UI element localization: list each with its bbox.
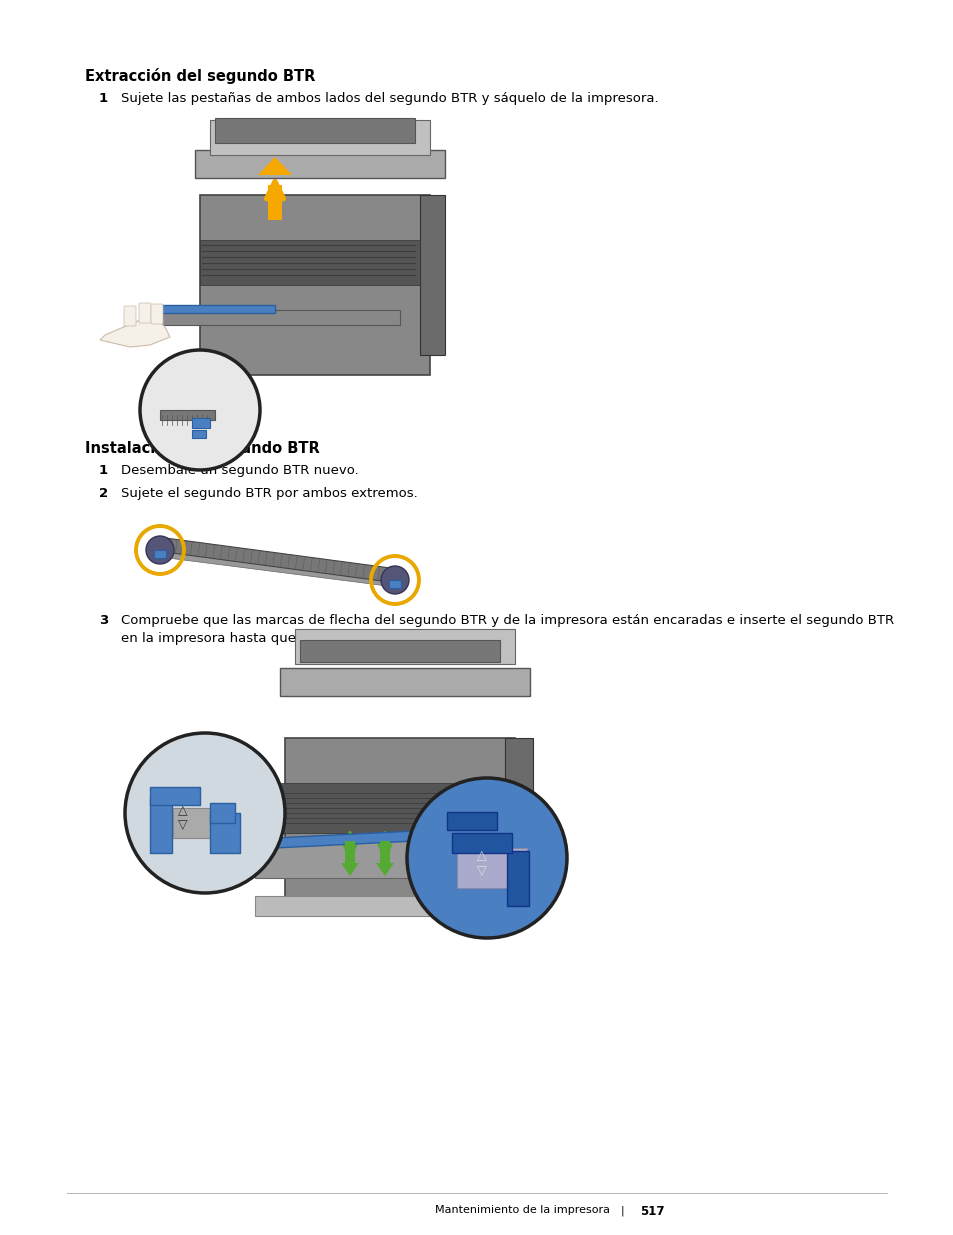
- Text: Instalación del segundo BTR: Instalación del segundo BTR: [85, 440, 319, 456]
- FancyBboxPatch shape: [210, 803, 234, 823]
- Circle shape: [125, 734, 285, 893]
- FancyBboxPatch shape: [294, 629, 515, 664]
- FancyBboxPatch shape: [150, 310, 399, 325]
- FancyBboxPatch shape: [150, 798, 172, 853]
- Text: 517: 517: [639, 1205, 664, 1218]
- Circle shape: [140, 350, 260, 471]
- FancyBboxPatch shape: [172, 808, 233, 839]
- Text: 2: 2: [99, 487, 108, 500]
- FancyBboxPatch shape: [452, 832, 512, 853]
- FancyBboxPatch shape: [280, 668, 530, 697]
- FancyBboxPatch shape: [389, 580, 400, 588]
- FancyBboxPatch shape: [192, 430, 206, 438]
- FancyBboxPatch shape: [124, 306, 136, 326]
- FancyBboxPatch shape: [254, 897, 504, 916]
- FancyBboxPatch shape: [504, 739, 533, 888]
- Text: 3: 3: [99, 614, 108, 627]
- Polygon shape: [257, 157, 292, 175]
- FancyBboxPatch shape: [151, 304, 163, 324]
- Polygon shape: [340, 863, 358, 876]
- Polygon shape: [274, 827, 475, 848]
- FancyBboxPatch shape: [268, 185, 282, 220]
- FancyBboxPatch shape: [154, 305, 274, 312]
- Text: Desembale un segundo BTR nuevo.: Desembale un segundo BTR nuevo.: [121, 464, 358, 477]
- FancyBboxPatch shape: [419, 195, 444, 354]
- FancyBboxPatch shape: [139, 303, 151, 324]
- Circle shape: [407, 778, 566, 939]
- FancyBboxPatch shape: [194, 149, 444, 178]
- Text: |: |: [619, 1205, 623, 1215]
- Text: Sujete las pestañas de ambos lados del segundo BTR y sáquelo de la impresora.: Sujete las pestañas de ambos lados del s…: [121, 91, 658, 105]
- Text: △: △: [476, 850, 486, 862]
- FancyBboxPatch shape: [200, 195, 430, 375]
- Polygon shape: [100, 320, 170, 347]
- FancyBboxPatch shape: [456, 848, 526, 888]
- Polygon shape: [375, 863, 394, 876]
- Text: Extracción del segundo BTR: Extracción del segundo BTR: [85, 68, 315, 84]
- Polygon shape: [164, 538, 391, 582]
- FancyBboxPatch shape: [210, 120, 430, 156]
- FancyBboxPatch shape: [160, 410, 214, 420]
- Text: ▽: ▽: [178, 819, 188, 831]
- FancyBboxPatch shape: [447, 811, 497, 830]
- Circle shape: [380, 566, 409, 594]
- FancyBboxPatch shape: [150, 787, 200, 805]
- FancyBboxPatch shape: [192, 417, 210, 429]
- FancyBboxPatch shape: [506, 851, 529, 906]
- Text: en la impresora hasta que encaje.: en la impresora hasta que encaje.: [121, 632, 348, 645]
- FancyBboxPatch shape: [254, 839, 504, 878]
- Text: 1: 1: [99, 91, 108, 105]
- FancyBboxPatch shape: [200, 240, 419, 285]
- FancyBboxPatch shape: [345, 841, 355, 863]
- FancyBboxPatch shape: [153, 550, 166, 558]
- FancyBboxPatch shape: [299, 640, 499, 662]
- FancyBboxPatch shape: [285, 739, 515, 908]
- Text: Sujete el segundo BTR por ambos extremos.: Sujete el segundo BTR por ambos extremos…: [121, 487, 417, 500]
- Text: Mantenimiento de la impresora: Mantenimiento de la impresora: [435, 1205, 609, 1215]
- Circle shape: [146, 536, 173, 564]
- Text: △: △: [178, 804, 188, 818]
- FancyBboxPatch shape: [210, 813, 240, 853]
- Text: Compruebe que las marcas de flecha del segundo BTR y de la impresora están encar: Compruebe que las marcas de flecha del s…: [121, 614, 893, 627]
- Text: 1: 1: [99, 464, 108, 477]
- Polygon shape: [160, 550, 395, 587]
- FancyBboxPatch shape: [280, 783, 510, 832]
- Text: ▽: ▽: [476, 863, 486, 877]
- FancyBboxPatch shape: [379, 841, 390, 863]
- FancyBboxPatch shape: [214, 119, 415, 143]
